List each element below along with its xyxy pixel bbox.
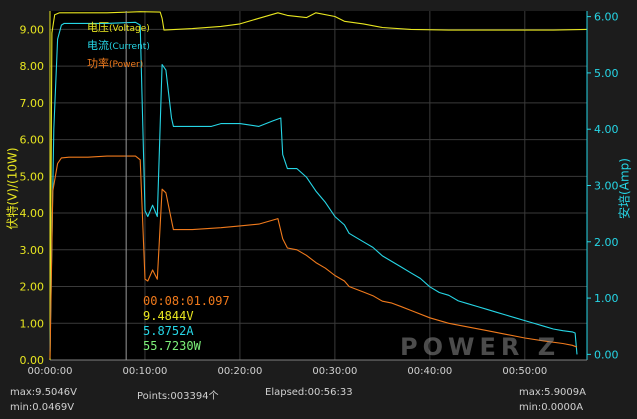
legend-current: 电流(Current): [87, 37, 150, 53]
y-axis-label-left: 伏特(V)/(10W): [5, 147, 20, 230]
y-tick-label-right: 6.00: [594, 11, 619, 24]
x-tick-label: 00:20:00: [217, 366, 262, 377]
footer-points: Points:003394个: [137, 391, 219, 402]
y-tick-label-left: 7.00: [20, 97, 45, 110]
readout-time: 00:08:01.097: [143, 294, 230, 308]
y-tick-label-right: 1.00: [594, 292, 619, 305]
legend-power-sub: (Power): [109, 60, 144, 70]
readout-current: 5.8752A: [143, 324, 194, 338]
series-current-line: [49, 21, 578, 355]
y-tick-label-left: 0.00: [20, 354, 45, 367]
x-tick-label: 00:30:00: [312, 366, 357, 377]
legend-voltage-sub: (Voltage): [109, 24, 150, 34]
x-tick-label: 00:00:00: [28, 366, 73, 377]
legend-current-label: 电流: [87, 39, 109, 52]
y-axis-label-right: 安培(Amp): [617, 158, 632, 219]
stats-footer: max:9.5046V min:0.0469V Points:003394个 E…: [0, 380, 637, 419]
footer-min-current: min:0.0000A: [519, 402, 584, 413]
series-voltage-line: [49, 11, 587, 361]
footer-max-voltage: max:9.5046V: [10, 387, 77, 398]
cursor-readout: 00:08:01.097 9.4844V 5.8752A 55.7230W: [143, 294, 230, 354]
legend-current-sub: (Current): [109, 42, 150, 52]
y-tick-label-right: 0.00: [594, 348, 619, 361]
readout-voltage: 9.4844V: [143, 309, 194, 323]
y-tick-label-left: 9.00: [20, 23, 45, 36]
y-tick-label-left: 2.00: [20, 281, 45, 294]
readout-power: 55.7230W: [143, 339, 201, 353]
y-tick-label-left: 5.00: [20, 170, 45, 183]
y-tick-label-right: 5.00: [594, 67, 619, 80]
legend-voltage: 电压(Voltage): [87, 19, 150, 35]
x-tick-label: 00:40:00: [407, 366, 452, 377]
footer-min-voltage: min:0.0469V: [10, 402, 75, 413]
y-tick-label-left: 1.00: [20, 317, 45, 330]
series-power-line: [49, 155, 578, 359]
footer-max-current: max:5.9009A: [519, 387, 586, 398]
legend-power: 功率(Power): [87, 55, 143, 71]
y-tick-label-left: 3.00: [20, 244, 45, 257]
y-tick-label-right: 2.00: [594, 236, 619, 249]
y-tick-label-right: 3.00: [594, 180, 619, 193]
legend-voltage-label: 电压: [87, 21, 109, 34]
y-tick-label-left: 8.00: [20, 60, 45, 73]
chart-plot-area: 0.00 1.00 2.00 3.00 4.00 5.00 6.00 7.00 8.00 9.00…: [20, 11, 619, 377]
x-tick-label: 00:50:00: [502, 366, 547, 377]
legend-power-label: 功率: [87, 57, 109, 70]
footer-elapsed: Elapsed:00:56:33: [265, 387, 353, 398]
plot-background: [50, 11, 587, 360]
y-tick-label-right: 4.00: [594, 123, 619, 136]
power-z-watermark: POWER Z: [400, 333, 561, 361]
x-tick-label: 00:10:00: [122, 366, 167, 377]
y-tick-label-left: 6.00: [20, 134, 45, 147]
y-tick-label-left: 4.00: [20, 207, 45, 220]
